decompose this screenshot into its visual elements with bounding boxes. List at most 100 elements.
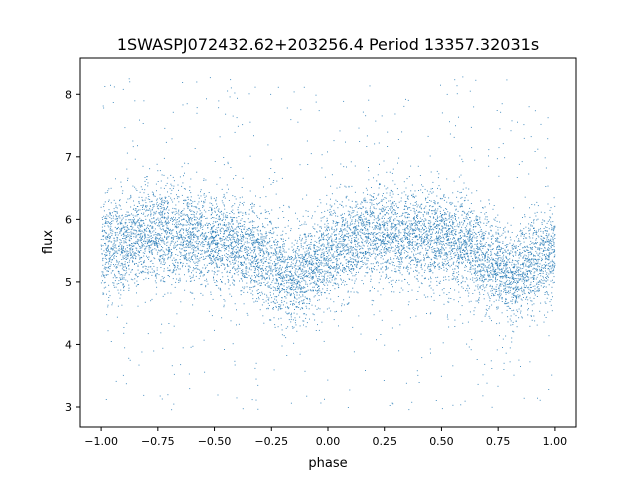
data-point [379,183,381,184]
data-point [475,261,476,263]
data-point [461,214,463,216]
data-point [279,246,281,248]
data-point [239,256,241,258]
data-point [277,257,279,259]
data-point [190,236,192,238]
data-point [404,208,406,210]
data-point [225,225,227,227]
data-point [273,265,275,267]
data-point [159,197,161,199]
data-point [422,185,424,187]
data-point [402,223,404,225]
data-point [365,235,367,237]
data-point [176,227,178,229]
data-point [109,237,111,239]
data-point [369,210,371,212]
data-point [334,251,336,253]
data-point [174,267,176,269]
data-point [350,247,351,249]
data-point [389,220,391,222]
data-point [400,254,401,256]
data-point [233,284,235,286]
data-point [446,294,448,295]
data-point [339,231,340,233]
data-point [125,241,127,243]
data-point [538,281,540,283]
data-point [520,264,521,266]
data-point [498,288,500,290]
data-point [456,252,458,254]
data-point [343,238,345,240]
data-point [526,237,528,239]
data-point [430,200,432,202]
data-point [164,213,165,215]
data-point [476,260,478,262]
data-point [375,249,377,251]
data-point [275,252,277,253]
data-point [535,239,537,241]
data-point [416,215,417,216]
data-point [417,374,419,376]
data-point [229,239,231,240]
data-point [501,247,503,249]
data-point [503,362,505,364]
data-point [360,333,362,335]
data-point [300,273,302,275]
data-point [520,252,522,254]
data-point [171,272,173,274]
data-point [123,276,125,278]
data-point [513,255,514,257]
data-point [365,115,367,117]
data-point [209,244,211,246]
data-point [395,203,397,205]
data-point [231,235,233,237]
data-point [385,237,386,238]
data-point [195,271,197,273]
data-point [438,248,439,250]
data-point [442,258,444,260]
data-point [139,237,141,238]
data-point [347,274,349,275]
data-point [270,247,272,249]
data-point [412,244,413,246]
data-point [450,219,452,221]
data-point [323,232,325,234]
data-point [108,263,110,265]
data-point [414,225,416,227]
data-point [148,247,150,249]
data-point [518,163,520,165]
data-point [358,218,360,220]
data-point [168,222,170,224]
data-point [432,231,433,233]
data-point [333,262,335,263]
data-point [422,223,424,225]
data-point [338,254,340,256]
data-point [253,204,255,205]
data-point [517,301,519,303]
data-point [520,310,522,312]
data-point [284,276,286,278]
data-point [402,246,404,248]
data-point [145,205,147,207]
data-point [399,239,401,240]
data-point [526,270,528,272]
data-point [408,262,410,264]
data-point [337,223,338,225]
data-point [308,276,310,278]
data-point [469,207,471,209]
data-point [475,258,477,259]
data-point [461,206,463,208]
data-point [406,266,408,268]
data-point [178,238,180,240]
data-point [335,237,337,239]
data-point [296,240,298,242]
data-point [150,232,152,234]
data-point [439,242,441,244]
data-point [206,264,208,266]
data-point [374,143,376,145]
data-point [235,241,237,243]
data-point [547,248,549,250]
data-point [453,272,455,274]
data-point [475,254,476,256]
data-point [467,284,469,286]
